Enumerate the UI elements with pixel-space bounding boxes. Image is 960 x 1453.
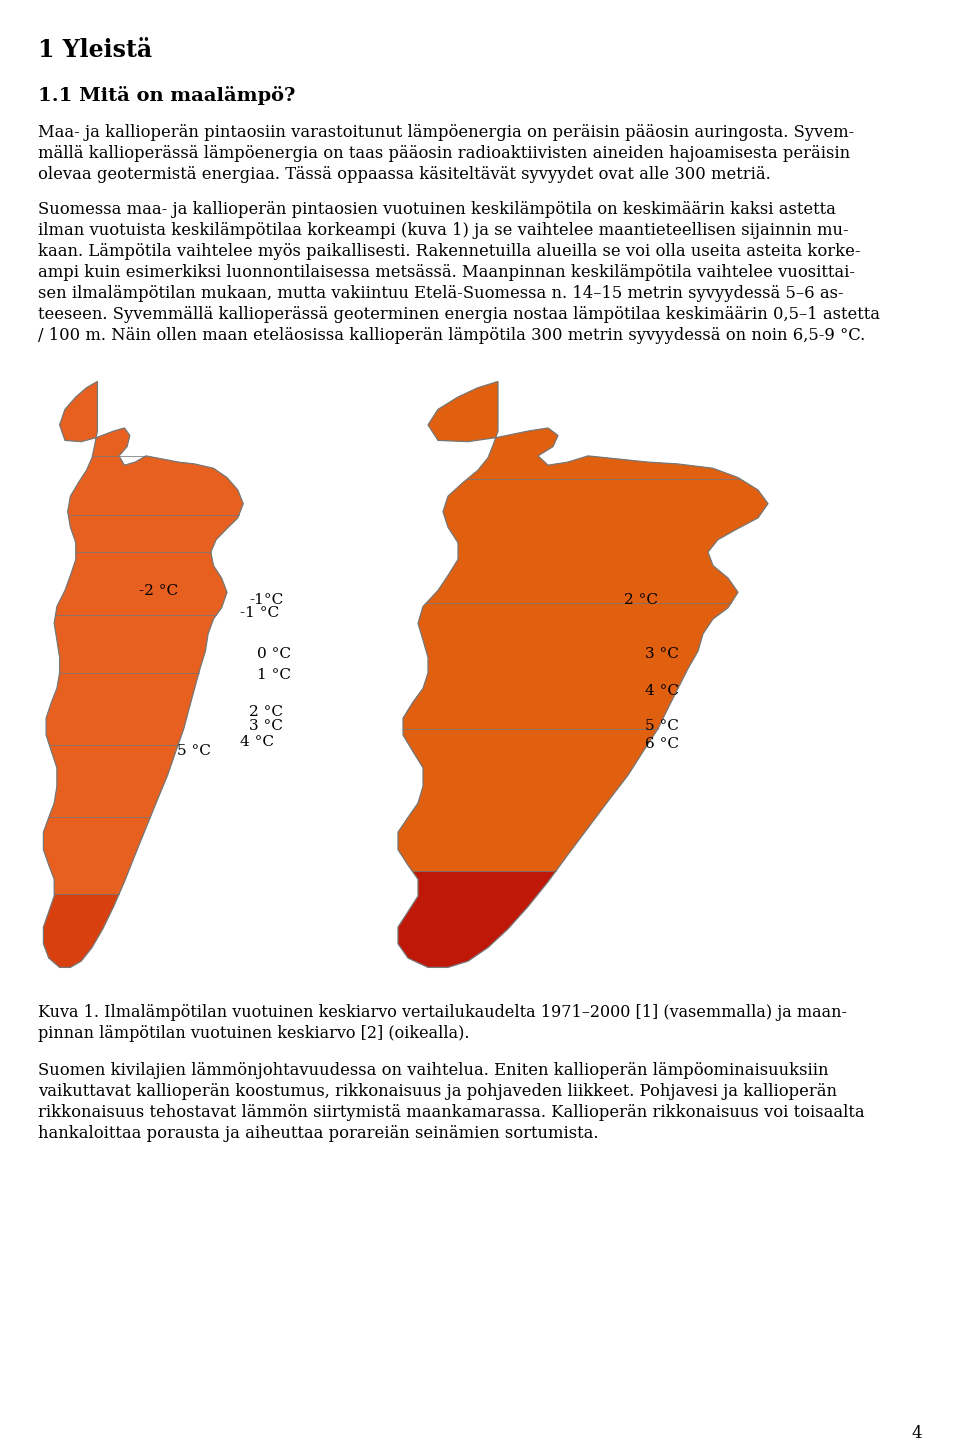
Text: 5 °C: 5 °C	[645, 719, 679, 732]
Text: ampi kuin esimerkiksi luonnontilaisessa metsässä. Maanpinnan keskilämpötila vaih: ampi kuin esimerkiksi luonnontilaisessa …	[38, 264, 855, 280]
Text: rikkonaisuus tehostavat lämmön siirtymistä maankamarassa. Kallioperän rikkonaisu: rikkonaisuus tehostavat lämmön siirtymis…	[38, 1104, 865, 1122]
Polygon shape	[46, 382, 243, 745]
Text: 5 °C: 5 °C	[178, 744, 211, 758]
Text: 1 Yleistä: 1 Yleistä	[38, 38, 152, 62]
Polygon shape	[46, 382, 243, 818]
Text: 3 °C: 3 °C	[645, 647, 679, 661]
Text: 4: 4	[911, 1425, 922, 1441]
Text: ilman vuotuista keskilämpötilaa korkeampi (kuva 1) ja se vaihtelee maantieteelli: ilman vuotuista keskilämpötilaa korkeamp…	[38, 222, 849, 238]
Text: Suomessa maa- ja kallioperän pintaosien vuotuinen keskilämpötila on keskimäärin : Suomessa maa- ja kallioperän pintaosien …	[38, 201, 836, 218]
Text: -1 °C: -1 °C	[240, 606, 278, 620]
Text: sen ilmalämpötilan mukaan, mutta vakiintuu Etelä-Suomessa n. 14–15 metrin syvyyd: sen ilmalämpötilan mukaan, mutta vakiint…	[38, 285, 844, 302]
Polygon shape	[60, 382, 243, 552]
Polygon shape	[60, 382, 243, 514]
Text: 2 °C: 2 °C	[624, 593, 658, 607]
Polygon shape	[56, 382, 243, 615]
Text: Kuva 1. Ilmalämpötilan vuotuinen keskiarvo vertailukaudelta 1971–2000 [1] (vasem: Kuva 1. Ilmalämpötilan vuotuinen keskiar…	[38, 1004, 847, 1021]
Text: olevaa geotermistä energiaa. Tässä oppaassa käsiteltävät syvyydet ovat alle 300 : olevaa geotermistä energiaa. Tässä oppaa…	[38, 166, 771, 183]
Polygon shape	[43, 382, 243, 968]
Text: 1 °C: 1 °C	[257, 668, 291, 681]
Text: 4 °C: 4 °C	[240, 735, 274, 750]
Text: kaan. Lämpötila vaihtelee myös paikallisesti. Rakennetuilla alueilla se voi olla: kaan. Lämpötila vaihtelee myös paikallis…	[38, 243, 860, 260]
Text: 6 °C: 6 °C	[645, 737, 679, 751]
Text: Maa- ja kallioperän pintaosiin varastoitunut lämpöenergia on peräisin pääosin au: Maa- ja kallioperän pintaosiin varastoit…	[38, 124, 854, 141]
Text: hankaloittaa porausta ja aiheuttaa porareiän seinämien sortumista.: hankaloittaa porausta ja aiheuttaa porar…	[38, 1125, 598, 1142]
Text: 1.1 Mitä on maalämpö?: 1.1 Mitä on maalämpö?	[38, 86, 296, 105]
Text: / 100 m. Näin ollen maan eteläosissa kallioperän lämpötila 300 metrin syvyydessä: / 100 m. Näin ollen maan eteläosissa kal…	[38, 327, 865, 344]
Text: 2 °C: 2 °C	[250, 705, 283, 719]
Text: pinnan lämpötilan vuotuinen keskiarvo [2] (oikealla).: pinnan lämpötilan vuotuinen keskiarvo [2…	[38, 1024, 469, 1042]
Text: vaikuttavat kallioperän koostumus, rikkonaisuus ja pohjaveden liikkeet. Pohjaves: vaikuttavat kallioperän koostumus, rikko…	[38, 1082, 837, 1100]
Polygon shape	[398, 382, 768, 872]
Text: 3 °C: 3 °C	[250, 719, 283, 732]
Text: -2 °C: -2 °C	[139, 584, 178, 599]
Polygon shape	[54, 382, 243, 673]
Text: Suomen kivilajien lämmönjohtavuudessa on vaihtelua. Eniten kallioperän lämpöomin: Suomen kivilajien lämmönjohtavuudessa on…	[38, 1062, 828, 1080]
Polygon shape	[403, 382, 768, 729]
Polygon shape	[398, 382, 768, 968]
Polygon shape	[60, 382, 146, 456]
Text: mällä kallioperässä lämpöenergia on taas pääosin radioaktiivisten aineiden hajoa: mällä kallioperässä lämpöenergia on taas…	[38, 145, 851, 161]
Polygon shape	[43, 382, 243, 894]
Polygon shape	[428, 382, 740, 479]
Text: 4 °C: 4 °C	[645, 684, 679, 697]
Text: -1°C: -1°C	[250, 593, 283, 607]
Text: teeseen. Syvemmällä kallioperässä geoterminen energia nostaa lämpötilaa keskimää: teeseen. Syvemmällä kallioperässä geoter…	[38, 307, 880, 323]
Polygon shape	[426, 382, 768, 603]
Text: 0 °C: 0 °C	[257, 647, 291, 661]
